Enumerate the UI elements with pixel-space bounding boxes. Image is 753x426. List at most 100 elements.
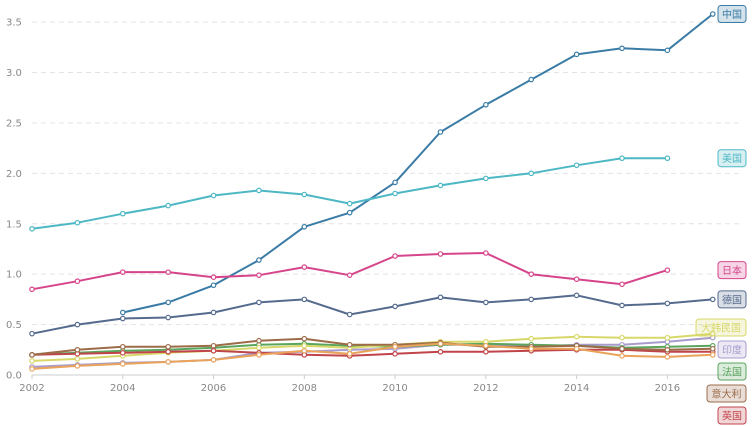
series-unlabeled-point: [119, 361, 126, 367]
series-英国-point: [483, 349, 489, 355]
series-unlabeled-point: [29, 366, 35, 372]
series-德国-point: [256, 299, 262, 306]
series-英国-point: [392, 351, 398, 357]
y-tick-label: 3.0: [6, 68, 22, 79]
series-大韩民国-line: [31, 332, 713, 362]
series-美国-point: [664, 155, 671, 162]
series-意大利-point: [165, 343, 171, 350]
series-美国-point: [119, 210, 126, 217]
series-unlabeled-point: [709, 352, 716, 358]
series-意大利-line: [31, 337, 713, 356]
series-美国-point: [74, 219, 81, 226]
series-tag-英国: 英国: [717, 406, 747, 425]
series-tag-中国: 中国: [717, 5, 747, 24]
series-日本-point: [74, 278, 81, 285]
y-tick-label: 2.0: [6, 169, 22, 180]
series-tag-box: [717, 406, 747, 425]
series-大韩民国-point: [664, 334, 671, 341]
series-德国-point: [74, 321, 81, 328]
series-美国-point: [619, 155, 625, 162]
series-tag-label: 大韩民国: [701, 322, 741, 335]
y-tick-label: 0.5: [6, 320, 22, 331]
series-中国-point: [709, 11, 716, 17]
series-tag-label: 美国: [722, 152, 742, 165]
series-德国-line: [31, 294, 713, 335]
series-中国-point: [619, 45, 625, 52]
series-tag-box: [695, 318, 747, 337]
series-tag-label: 日本: [722, 264, 742, 277]
series-意大利-point: [256, 337, 262, 344]
series-unlabeled-point: [165, 359, 171, 365]
series-tag-box: [717, 149, 747, 168]
series-tag-label: 印度: [722, 344, 742, 357]
series-日本-point: [437, 251, 444, 257]
series-tag-label: 英国: [722, 410, 742, 423]
x-tick-label: 2010: [382, 383, 407, 394]
series-德国-point: [573, 292, 580, 299]
series-德国-point: [29, 330, 35, 337]
y-tick-label: 3.5: [6, 18, 22, 29]
series-日本-point: [528, 271, 535, 277]
series-日本-point: [119, 269, 126, 275]
series-unlabeled-line: [31, 342, 713, 370]
series-中国-point: [483, 101, 489, 108]
series-英国-point: [165, 349, 171, 355]
series-德国-point: [664, 300, 671, 307]
series-英国-point: [210, 347, 217, 354]
series-日本-point: [619, 281, 625, 288]
series-unlabeled-point: [392, 343, 398, 350]
series-大韩民国-point: [29, 358, 35, 364]
series-中国-point: [210, 282, 217, 289]
series-大韩民国-point: [74, 356, 81, 362]
series-中国-point: [119, 309, 126, 316]
series-tag-印度: 印度: [717, 340, 747, 359]
series-tag-box: [706, 384, 747, 403]
series-德国-point: [301, 296, 308, 303]
series-德国-point: [346, 311, 353, 318]
series-德国-point: [165, 314, 171, 321]
series-points: [29, 11, 716, 372]
series-日本-point: [165, 269, 171, 275]
series-美国-point: [392, 190, 398, 197]
series-日本-point: [29, 286, 35, 293]
series-日本-point: [664, 267, 671, 273]
series-tag-box: [717, 340, 747, 359]
series-unlabeled-point: [210, 357, 217, 363]
x-axis: 2002 2004 2006 2008 2010 2012 2014 2016: [19, 374, 740, 394]
y-tick-label: 0.0: [6, 371, 22, 382]
series-意大利-point: [346, 341, 353, 348]
series-unlabeled-point: [437, 340, 444, 347]
series-美国-point: [256, 187, 262, 194]
series-美国-point: [528, 170, 535, 177]
y-tick-label: 2.5: [6, 118, 22, 129]
series-英国-point: [119, 350, 126, 356]
series-美国-point: [483, 175, 489, 182]
x-tick-label: 2008: [292, 383, 317, 394]
series-tag-label: 法国: [722, 366, 742, 379]
series-unlabeled-point: [74, 363, 81, 369]
series-中国-point: [165, 299, 171, 306]
series-美国-point: [165, 202, 171, 209]
series-tag-label: 德国: [722, 293, 742, 306]
series-unlabeled-point: [483, 342, 489, 349]
x-tick-label: 2016: [655, 383, 680, 394]
series-中国-point: [528, 76, 535, 83]
series-中国-point: [346, 209, 353, 216]
series-中国-point: [664, 47, 671, 54]
series-unlabeled-point: [664, 354, 671, 360]
series-tag-德国: 德国: [717, 290, 747, 309]
series-中国-point: [573, 51, 580, 58]
x-tick-label: 2012: [473, 383, 498, 394]
series-unlabeled-point: [573, 345, 580, 352]
series-tag-大韩民国: 大韩民国: [695, 318, 747, 337]
series-日本-point: [346, 272, 353, 278]
series-中国-point: [256, 257, 262, 263]
y-tick-label: 1.5: [6, 219, 22, 230]
series-英国-line: [31, 348, 713, 357]
series-unlabeled-point: [256, 352, 262, 358]
series-德国-point: [392, 303, 398, 310]
series-美国-line: [31, 157, 668, 230]
series-意大利-point: [619, 345, 625, 352]
series-意大利-point: [29, 352, 35, 358]
